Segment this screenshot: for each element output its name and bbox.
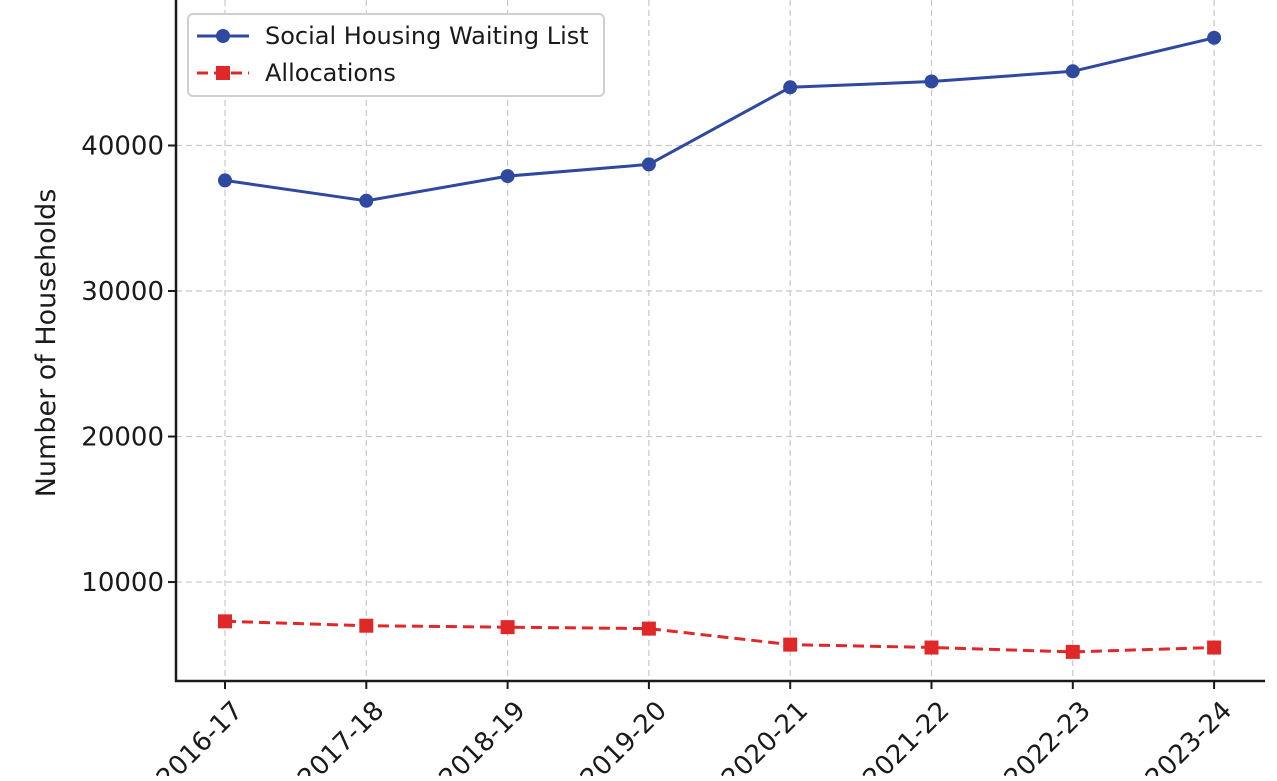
- data-point-allocations-2023-24: [1207, 640, 1222, 655]
- data-point-social-housing-waiting-list-2016-17: [218, 173, 232, 188]
- legend-sample-allocations: [197, 66, 249, 80]
- legend-marker-social-housing-waiting-list: [216, 29, 230, 43]
- y-tick-label-20000: 20000: [81, 423, 164, 453]
- y-tick-label-30000: 30000: [81, 277, 164, 307]
- grid: [176, 0, 1265, 681]
- data-point-allocations-2016-17: [218, 614, 232, 629]
- axes: 10000 20000 30000 40000 2016-17 2017-18 2018-1…: [81, 0, 1265, 781]
- legend: Social Housing Waiting List Allocations: [187, 13, 605, 97]
- legend-label-waiting-list: Social Housing Waiting List: [265, 22, 589, 50]
- x-tick-label-2017-18: 2017-18: [292, 696, 390, 776]
- data-point-social-housing-waiting-list-2023-24: [1207, 30, 1222, 45]
- data-point-allocations-2019-20: [641, 621, 656, 636]
- data-point-allocations-2018-19: [500, 620, 515, 635]
- y-tick-label-40000: 40000: [81, 132, 164, 162]
- data-point-allocations-2020-21: [783, 637, 798, 652]
- x-tick-label-2019-20: 2019-20: [575, 696, 673, 776]
- x-tick-label-2016-17: 2016-17: [151, 696, 249, 776]
- legend-label-allocations: Allocations: [265, 59, 396, 87]
- y-tick-label-10000: 10000: [81, 568, 164, 598]
- data-point-allocations-2017-18: [359, 618, 374, 633]
- data-point-social-housing-waiting-list-2019-20: [641, 157, 656, 172]
- series-line-allocations: [224, 619, 1215, 654]
- data-point-social-housing-waiting-list-2022-23: [1065, 64, 1080, 79]
- legend-box: [187, 13, 605, 97]
- x-tick-label-2021-22: 2021-22: [857, 696, 955, 776]
- legend-marker-allocations: [216, 66, 230, 80]
- data-point-social-housing-waiting-list-2021-22: [924, 74, 939, 89]
- series-group: [218, 30, 1222, 659]
- x-tick-label-2022-23: 2022-23: [999, 696, 1097, 776]
- legend-sample-waiting-list: [197, 29, 249, 43]
- data-point-social-housing-waiting-list-2018-19: [500, 169, 515, 184]
- x-tick-label-2018-19: 2018-19: [434, 696, 532, 776]
- x-tick-label-2023-24: 2023-24: [1140, 696, 1238, 776]
- data-point-allocations-2021-22: [924, 640, 939, 655]
- series-line-social-housing-waiting-list: [224, 36, 1215, 203]
- data-point-allocations-2022-23: [1065, 644, 1080, 659]
- x-tick-label-2020-21: 2020-21: [716, 696, 814, 776]
- data-point-social-housing-waiting-list-2017-18: [359, 193, 374, 208]
- y-axis-title: Number of Households: [31, 189, 62, 498]
- data-point-social-housing-waiting-list-2020-21: [783, 80, 798, 95]
